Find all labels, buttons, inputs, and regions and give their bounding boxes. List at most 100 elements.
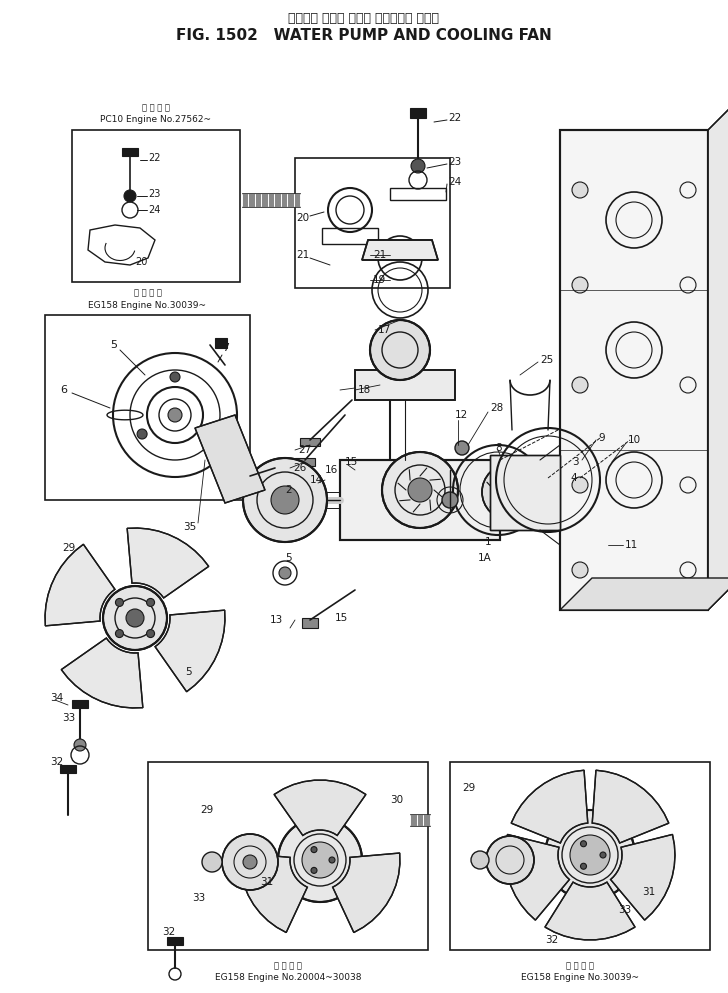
Text: 9: 9 (598, 433, 605, 443)
Circle shape (278, 818, 362, 902)
Text: 33: 33 (192, 893, 205, 903)
Circle shape (455, 441, 469, 455)
Bar (72, 130, 240, 282)
Polygon shape (490, 455, 560, 530)
Circle shape (579, 844, 601, 866)
Text: 18: 18 (358, 385, 371, 395)
Circle shape (126, 609, 144, 627)
Circle shape (572, 562, 588, 578)
Polygon shape (333, 853, 400, 932)
Text: 16: 16 (325, 465, 339, 475)
Text: 1A: 1A (478, 553, 491, 563)
Polygon shape (240, 853, 307, 932)
Polygon shape (511, 771, 587, 843)
Circle shape (411, 159, 425, 173)
Text: 22: 22 (448, 113, 462, 123)
Text: 14: 14 (310, 475, 323, 485)
Text: 29: 29 (200, 805, 213, 815)
Circle shape (570, 835, 610, 875)
Circle shape (203, 429, 213, 439)
Text: 23: 23 (148, 189, 160, 199)
Text: 適 用 号 機: 適 用 号 機 (274, 961, 302, 970)
Bar (215, 338, 227, 348)
Bar (450, 762, 710, 950)
Circle shape (442, 492, 458, 508)
Bar (60, 765, 76, 773)
Circle shape (302, 842, 338, 878)
Polygon shape (340, 460, 500, 540)
Text: EG158 Engine No.30039~: EG158 Engine No.30039~ (521, 973, 639, 982)
Polygon shape (61, 638, 143, 708)
Polygon shape (195, 415, 265, 503)
Text: 26: 26 (293, 463, 306, 473)
Circle shape (311, 868, 317, 874)
Text: 33: 33 (62, 713, 75, 723)
Circle shape (482, 464, 538, 520)
Text: 23: 23 (448, 157, 462, 167)
Circle shape (471, 851, 489, 869)
Text: 32: 32 (162, 927, 175, 937)
Circle shape (572, 377, 588, 393)
Circle shape (146, 599, 154, 607)
Polygon shape (545, 882, 635, 939)
Text: 15: 15 (345, 457, 358, 467)
Bar (295, 458, 315, 466)
Circle shape (309, 849, 331, 871)
Circle shape (572, 182, 588, 198)
Text: 25: 25 (540, 355, 553, 365)
Circle shape (103, 586, 167, 650)
Circle shape (116, 599, 124, 607)
Polygon shape (45, 544, 115, 626)
Text: 1: 1 (485, 537, 491, 547)
Text: 28: 28 (490, 403, 503, 413)
Text: 30: 30 (390, 795, 403, 805)
Circle shape (329, 857, 335, 863)
Circle shape (202, 852, 222, 872)
Text: 29: 29 (462, 783, 475, 793)
Text: PC10 Engine No.27562~: PC10 Engine No.27562~ (100, 115, 212, 124)
Text: 32: 32 (50, 757, 63, 767)
Polygon shape (560, 130, 708, 610)
Bar (45, 315, 250, 500)
Circle shape (545, 810, 635, 900)
Circle shape (572, 477, 588, 493)
Bar (148, 762, 428, 950)
Circle shape (146, 630, 154, 638)
Bar (72, 700, 88, 708)
Text: 34: 34 (50, 693, 63, 703)
Text: 24: 24 (148, 205, 160, 215)
Circle shape (580, 863, 587, 869)
Text: 適 用 号 機: 適 用 号 機 (133, 289, 162, 298)
Circle shape (370, 320, 430, 380)
Circle shape (243, 855, 257, 869)
Text: EG158 Engine No.30039~: EG158 Engine No.30039~ (89, 301, 207, 310)
Text: 10: 10 (628, 435, 641, 445)
Text: 5: 5 (110, 340, 117, 350)
Bar (300, 438, 320, 446)
Text: 19: 19 (373, 275, 387, 285)
Bar (410, 108, 426, 118)
Bar (322, 228, 378, 244)
Polygon shape (355, 370, 455, 400)
Text: 4: 4 (570, 473, 577, 483)
Text: 21: 21 (373, 250, 387, 260)
Circle shape (311, 847, 317, 853)
Polygon shape (127, 528, 209, 598)
Text: 5: 5 (185, 667, 191, 677)
Text: 35: 35 (183, 522, 197, 532)
Text: 20: 20 (135, 257, 147, 267)
Circle shape (222, 834, 278, 890)
Circle shape (486, 836, 534, 884)
Text: 3: 3 (572, 457, 579, 467)
Text: 適 用 号 機: 適 用 号 機 (566, 961, 594, 970)
Polygon shape (362, 240, 438, 260)
Text: 6: 6 (60, 385, 67, 395)
Text: EG158 Engine No.20004~30038: EG158 Engine No.20004~30038 (215, 973, 361, 982)
Polygon shape (593, 771, 669, 843)
Circle shape (170, 372, 180, 382)
Circle shape (572, 277, 588, 293)
Bar (122, 148, 138, 156)
Polygon shape (505, 834, 569, 921)
Text: FIG. 1502   WATER PUMP AND COOLING FAN: FIG. 1502 WATER PUMP AND COOLING FAN (176, 29, 552, 44)
Text: 32: 32 (545, 935, 558, 945)
